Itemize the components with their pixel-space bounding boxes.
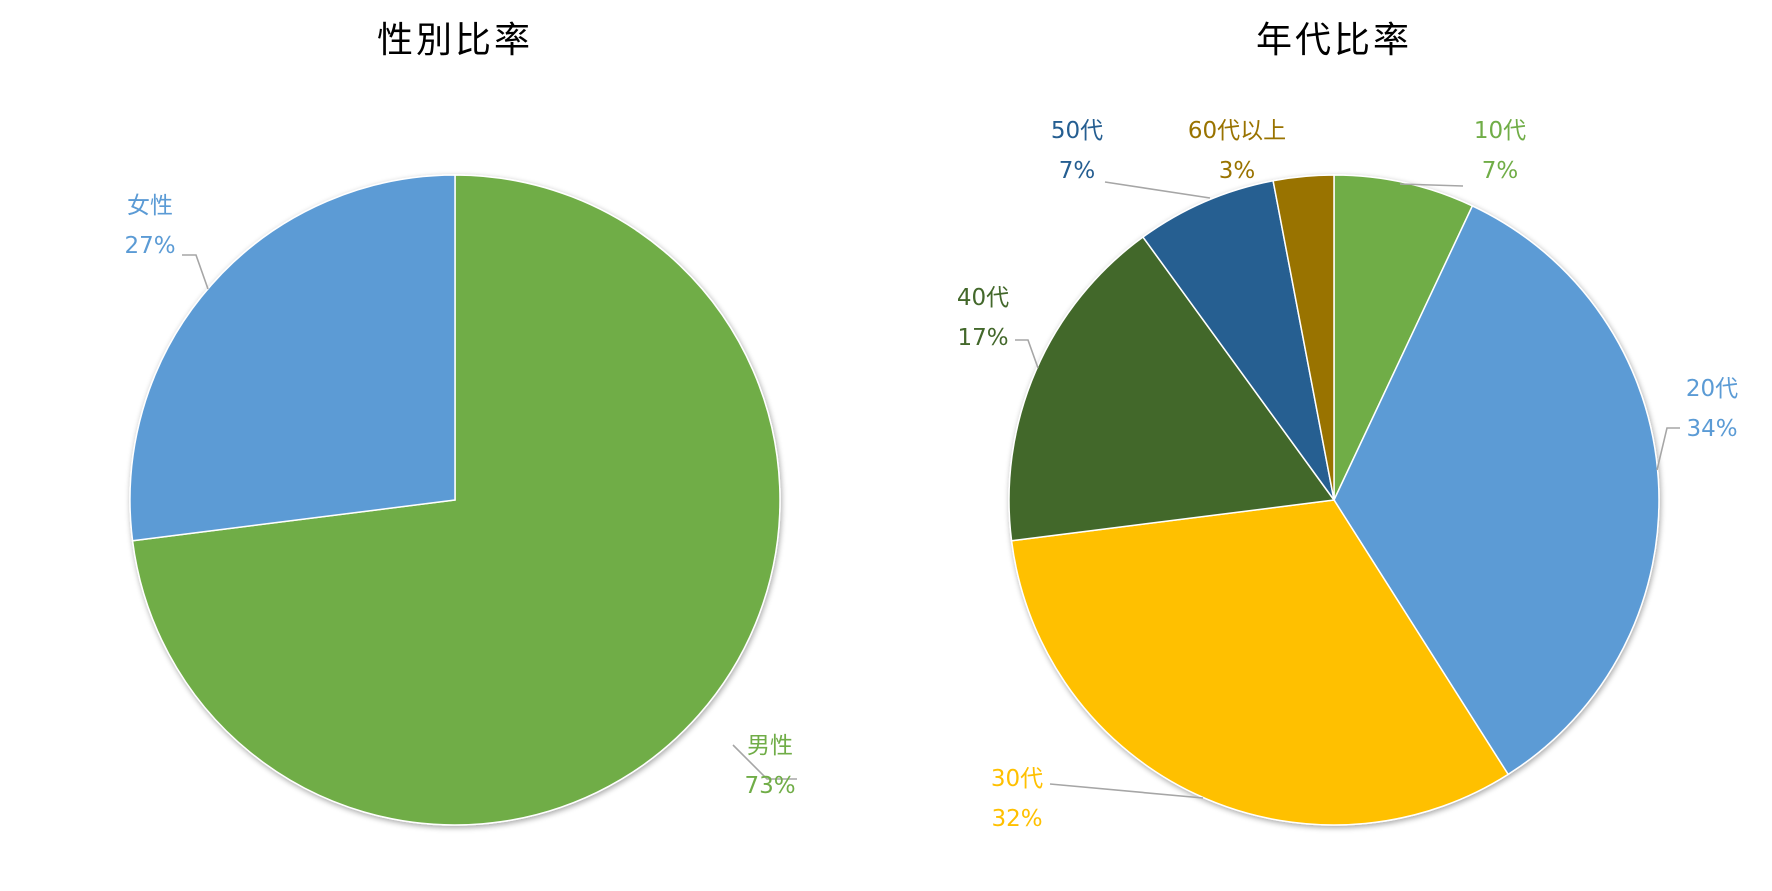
leader-line-女性 <box>182 254 209 290</box>
gender-ratio-chart: 性別比率 男性 73% 女性 27% <box>124 20 797 826</box>
slice-label-name: 60代以上 <box>1188 118 1286 144</box>
pie-slice-40代 <box>1008 236 1336 542</box>
slice-label-name: 40代 <box>957 285 1009 311</box>
leader-line-10代 <box>1399 183 1464 187</box>
leader-line-男性 <box>732 744 797 780</box>
age-pie <box>1008 174 1660 826</box>
slice-label-percent: 7% <box>1482 158 1519 184</box>
slice-label-percent: 17% <box>957 325 1008 351</box>
slice-label-percent: 27% <box>124 233 175 259</box>
slice-label-name: 10代 <box>1474 118 1526 144</box>
age-ratio-chart: 年代比率 10代 7% 20代 34% 30代 32% 40代 17% 50代 7% 60代以上 3% <box>957 20 1738 832</box>
slice-label-name: 男性 <box>747 733 793 759</box>
pie-slice-60代以上 <box>1272 174 1335 501</box>
slice-label-percent: 3% <box>1219 158 1256 184</box>
slice-label-percent: 7% <box>1059 158 1096 184</box>
slice-label-name: 50代 <box>1051 118 1103 144</box>
slice-label-name: 20代 <box>1686 376 1738 402</box>
leader-line-30代 <box>1049 783 1204 799</box>
leader-line-50代 <box>1104 181 1211 199</box>
age-pie-labels: 10代 7% 20代 34% 30代 32% 40代 17% 50代 7% 60代以上 3% <box>957 118 1738 832</box>
slice-label-name: 女性 <box>127 193 173 219</box>
gender-pie-labels: 男性 73% 女性 27% <box>124 193 797 799</box>
chart-title-gender: 性別比率 <box>377 20 533 61</box>
chart-title-age: 年代比率 <box>1256 20 1412 61</box>
leader-line-40代 <box>1015 339 1039 369</box>
pie-slice-50代 <box>1141 179 1335 501</box>
pie-slice-男性 <box>131 174 781 826</box>
leader-line-20代 <box>1656 427 1680 471</box>
pie-slice-30代 <box>1010 499 1510 826</box>
slice-label-percent: 73% <box>744 773 795 799</box>
slice-label-percent: 32% <box>991 806 1042 832</box>
pie-slice-10代 <box>1333 174 1474 501</box>
pie-slice-女性 <box>129 174 456 542</box>
slice-label-name: 30代 <box>991 766 1043 792</box>
gender-pie <box>129 174 781 826</box>
pie-slice-20代 <box>1333 204 1660 776</box>
slice-label-percent: 34% <box>1686 416 1737 442</box>
